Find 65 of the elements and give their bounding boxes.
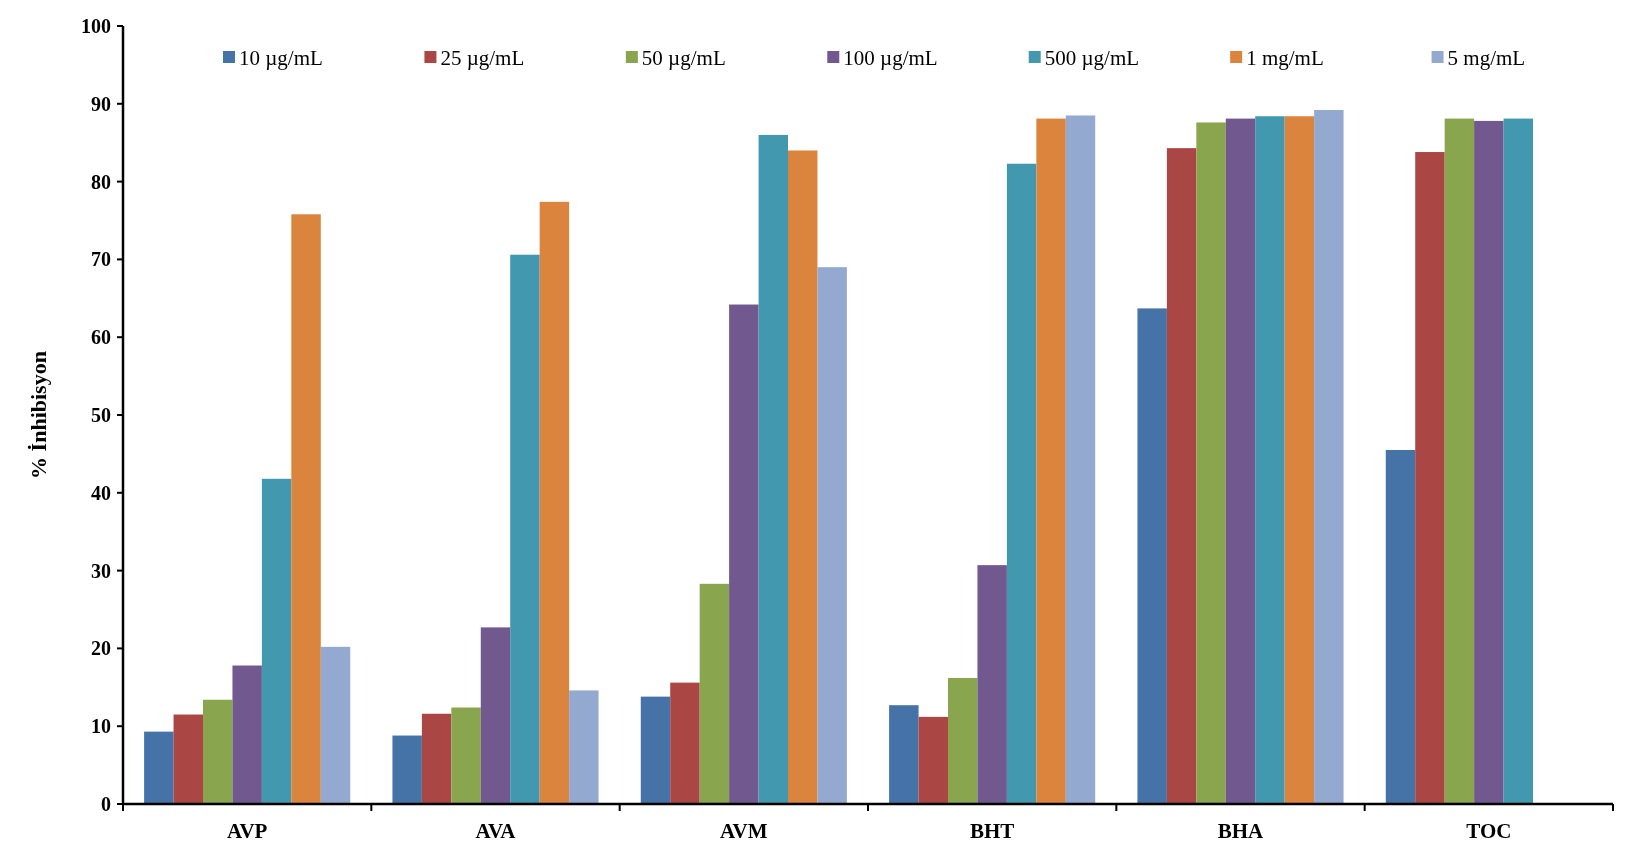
bar xyxy=(261,478,292,804)
bar xyxy=(510,254,540,804)
x-tick-label: TOC xyxy=(1466,819,1512,843)
bar xyxy=(918,716,948,804)
bar xyxy=(1166,148,1197,804)
bar xyxy=(1225,118,1256,804)
y-tick-label: 20 xyxy=(91,637,111,660)
bar xyxy=(1137,308,1167,804)
x-tick-label: BHT xyxy=(969,819,1015,843)
legend-label: 50 µg/mL xyxy=(641,46,726,71)
y-axis-title: % İnhibisyon xyxy=(26,351,51,479)
bar xyxy=(203,699,233,804)
bar xyxy=(1255,116,1285,804)
legend-label: 25 µg/mL xyxy=(440,46,525,71)
bar xyxy=(173,714,203,804)
bar xyxy=(539,201,570,804)
legend-label: 100 µg/mL xyxy=(843,46,938,71)
bar xyxy=(1065,115,1096,804)
bar xyxy=(670,682,700,804)
x-tick-label: AVM xyxy=(720,819,768,843)
y-tick-label: 70 xyxy=(91,248,111,271)
x-tick-label: BHA xyxy=(1217,819,1265,843)
bar xyxy=(699,583,730,804)
bar xyxy=(144,731,174,804)
y-tick-label: 60 xyxy=(91,326,111,349)
legend-label: 10 µg/mL xyxy=(239,46,323,71)
y-tick-label: 30 xyxy=(91,559,111,582)
bar xyxy=(640,696,671,804)
bar xyxy=(320,646,351,804)
bar xyxy=(1284,116,1315,804)
y-tick-label: 90 xyxy=(91,92,111,115)
legend-label: 500 µg/mL xyxy=(1044,46,1140,71)
bar xyxy=(232,665,262,804)
y-tick-label: 0 xyxy=(101,793,111,815)
bar xyxy=(451,707,481,804)
bar xyxy=(788,150,818,804)
bar xyxy=(480,627,511,804)
y-tick-label: 100 xyxy=(81,15,111,37)
bar xyxy=(291,214,321,804)
bar xyxy=(1196,122,1226,804)
bar xyxy=(421,713,452,804)
bar xyxy=(1474,120,1504,804)
bar xyxy=(1006,163,1037,804)
bar xyxy=(1314,110,1344,804)
x-tick-label: AVA xyxy=(475,819,517,843)
legend-label: 5 mg/mL xyxy=(1447,46,1526,71)
bar xyxy=(889,705,919,804)
y-tick-label: 80 xyxy=(91,170,111,193)
bar xyxy=(948,677,978,804)
bar xyxy=(1415,152,1445,804)
legend-label: 1 mg/mL xyxy=(1246,46,1324,71)
y-tick-label: 50 xyxy=(91,404,111,426)
y-tick-label: 40 xyxy=(91,481,111,504)
bar xyxy=(1444,118,1475,804)
bar xyxy=(1036,118,1066,804)
bar xyxy=(758,134,788,804)
bar xyxy=(1385,450,1416,804)
y-tick-label: 10 xyxy=(91,715,111,738)
bar xyxy=(392,735,422,804)
bar xyxy=(569,690,599,804)
bar xyxy=(729,304,759,804)
bar xyxy=(817,267,847,804)
bar xyxy=(977,565,1007,804)
bar xyxy=(1503,118,1534,804)
x-tick-label: AVP xyxy=(226,819,268,843)
